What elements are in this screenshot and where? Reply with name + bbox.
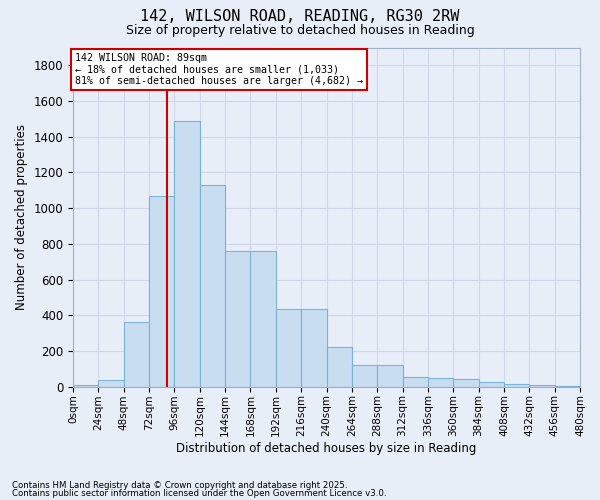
- Bar: [276, 309, 301, 386]
- Bar: [124, 322, 149, 386]
- Bar: [301, 309, 326, 386]
- Bar: [453, 378, 479, 386]
- Y-axis label: Number of detached properties: Number of detached properties: [15, 124, 28, 310]
- Bar: [479, 382, 504, 386]
- Bar: [225, 251, 250, 386]
- Bar: [377, 366, 403, 386]
- Bar: [326, 346, 352, 387]
- Bar: [73, 385, 98, 386]
- Text: Size of property relative to detached houses in Reading: Size of property relative to detached ho…: [125, 24, 475, 37]
- X-axis label: Distribution of detached houses by size in Reading: Distribution of detached houses by size …: [176, 442, 477, 455]
- Text: 142, WILSON ROAD, READING, RG30 2RW: 142, WILSON ROAD, READING, RG30 2RW: [140, 9, 460, 24]
- Bar: [175, 120, 200, 386]
- Bar: [149, 196, 175, 386]
- Bar: [250, 251, 276, 386]
- Bar: [98, 380, 124, 386]
- Bar: [403, 377, 428, 386]
- Text: 142 WILSON ROAD: 89sqm
← 18% of detached houses are smaller (1,033)
81% of semi-: 142 WILSON ROAD: 89sqm ← 18% of detached…: [75, 53, 363, 86]
- Bar: [428, 378, 453, 386]
- Bar: [200, 185, 225, 386]
- Bar: [352, 366, 377, 386]
- Bar: [504, 384, 529, 386]
- Text: Contains public sector information licensed under the Open Government Licence v3: Contains public sector information licen…: [12, 489, 386, 498]
- Text: Contains HM Land Registry data © Crown copyright and database right 2025.: Contains HM Land Registry data © Crown c…: [12, 481, 347, 490]
